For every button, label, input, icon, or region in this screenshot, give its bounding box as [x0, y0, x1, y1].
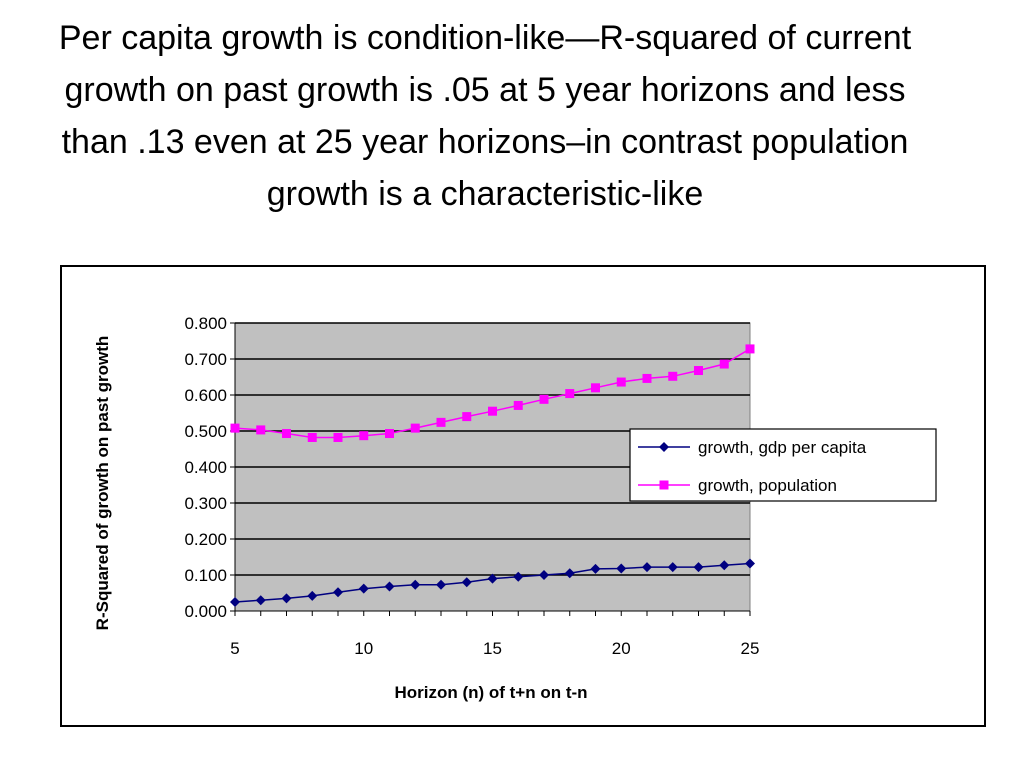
- data-point: [462, 412, 472, 422]
- data-point: [513, 571, 524, 582]
- data-point: [410, 579, 421, 590]
- data-point: [564, 568, 575, 579]
- data-point: [230, 423, 240, 433]
- y-tick-label: 0.400: [184, 458, 227, 477]
- data-point: [359, 431, 369, 441]
- data-point: [256, 425, 266, 435]
- y-axis-title: R-Squared of growth on past growth: [93, 336, 112, 631]
- y-tick-label: 0.100: [184, 566, 227, 585]
- legend-marker: [659, 442, 669, 452]
- data-point: [693, 562, 704, 573]
- data-point: [488, 406, 497, 416]
- x-tick-label: 20: [612, 639, 631, 658]
- data-point: [616, 377, 626, 387]
- data-point: [384, 581, 395, 592]
- data-point: [565, 389, 575, 399]
- data-point: [539, 570, 549, 580]
- data-point: [230, 597, 240, 607]
- x-tick-label: 25: [741, 639, 760, 658]
- data-point: [694, 366, 703, 376]
- data-point: [667, 562, 678, 573]
- data-point: [333, 432, 343, 442]
- data-point: [385, 429, 394, 439]
- data-point: [281, 593, 292, 604]
- data-point: [410, 423, 420, 433]
- x-axis-title: Horizon (n) of t+n on t-n: [394, 683, 587, 702]
- y-tick-label: 0.600: [184, 386, 227, 405]
- data-point: [333, 587, 343, 598]
- data-point: [590, 563, 601, 574]
- legend-label: growth, gdp per capita: [698, 438, 867, 457]
- legend-label: growth, population: [698, 476, 837, 495]
- data-point: [513, 400, 523, 410]
- data-point: [358, 583, 369, 594]
- x-tick-label: 10: [354, 639, 373, 658]
- data-point: [668, 371, 678, 381]
- x-tick-label: 5: [230, 639, 239, 658]
- data-point: [539, 394, 549, 404]
- data-point: [436, 579, 446, 590]
- x-tick-label: 15: [483, 639, 502, 658]
- legend-box: [629, 428, 937, 502]
- line-chart: 0.000 0.100 0.200 0.300 0.400 0.500 0.600 0.700…: [93, 314, 937, 702]
- data-point: [487, 573, 498, 584]
- y-tick-label: 0.200: [184, 530, 227, 549]
- data-point: [255, 595, 266, 606]
- data-point: [591, 383, 600, 393]
- data-point: [642, 373, 652, 383]
- y-tick-label: 0.300: [184, 494, 227, 513]
- data-point: [436, 417, 446, 427]
- data-point: [282, 429, 291, 439]
- data-point: [616, 563, 627, 574]
- data-point: [461, 577, 472, 588]
- data-point: [307, 590, 318, 601]
- data-point: [745, 344, 755, 354]
- legend-marker: [659, 480, 669, 490]
- data-point: [642, 562, 652, 573]
- y-tick-label: 0.700: [184, 350, 227, 369]
- y-tick-label: 0.000: [184, 602, 227, 621]
- data-point: [745, 558, 755, 569]
- data-point: [719, 560, 730, 571]
- y-tick-label: 0.800: [184, 314, 227, 333]
- chart-frame: 0.000 0.100 0.200 0.300 0.400 0.500 0.600 0.700…: [60, 265, 986, 727]
- data-point: [719, 359, 729, 369]
- y-tick-label: 0.500: [184, 422, 227, 441]
- data-point: [307, 432, 317, 442]
- slide-title: Per capita growth is condition-like—R-sq…: [58, 19, 912, 213]
